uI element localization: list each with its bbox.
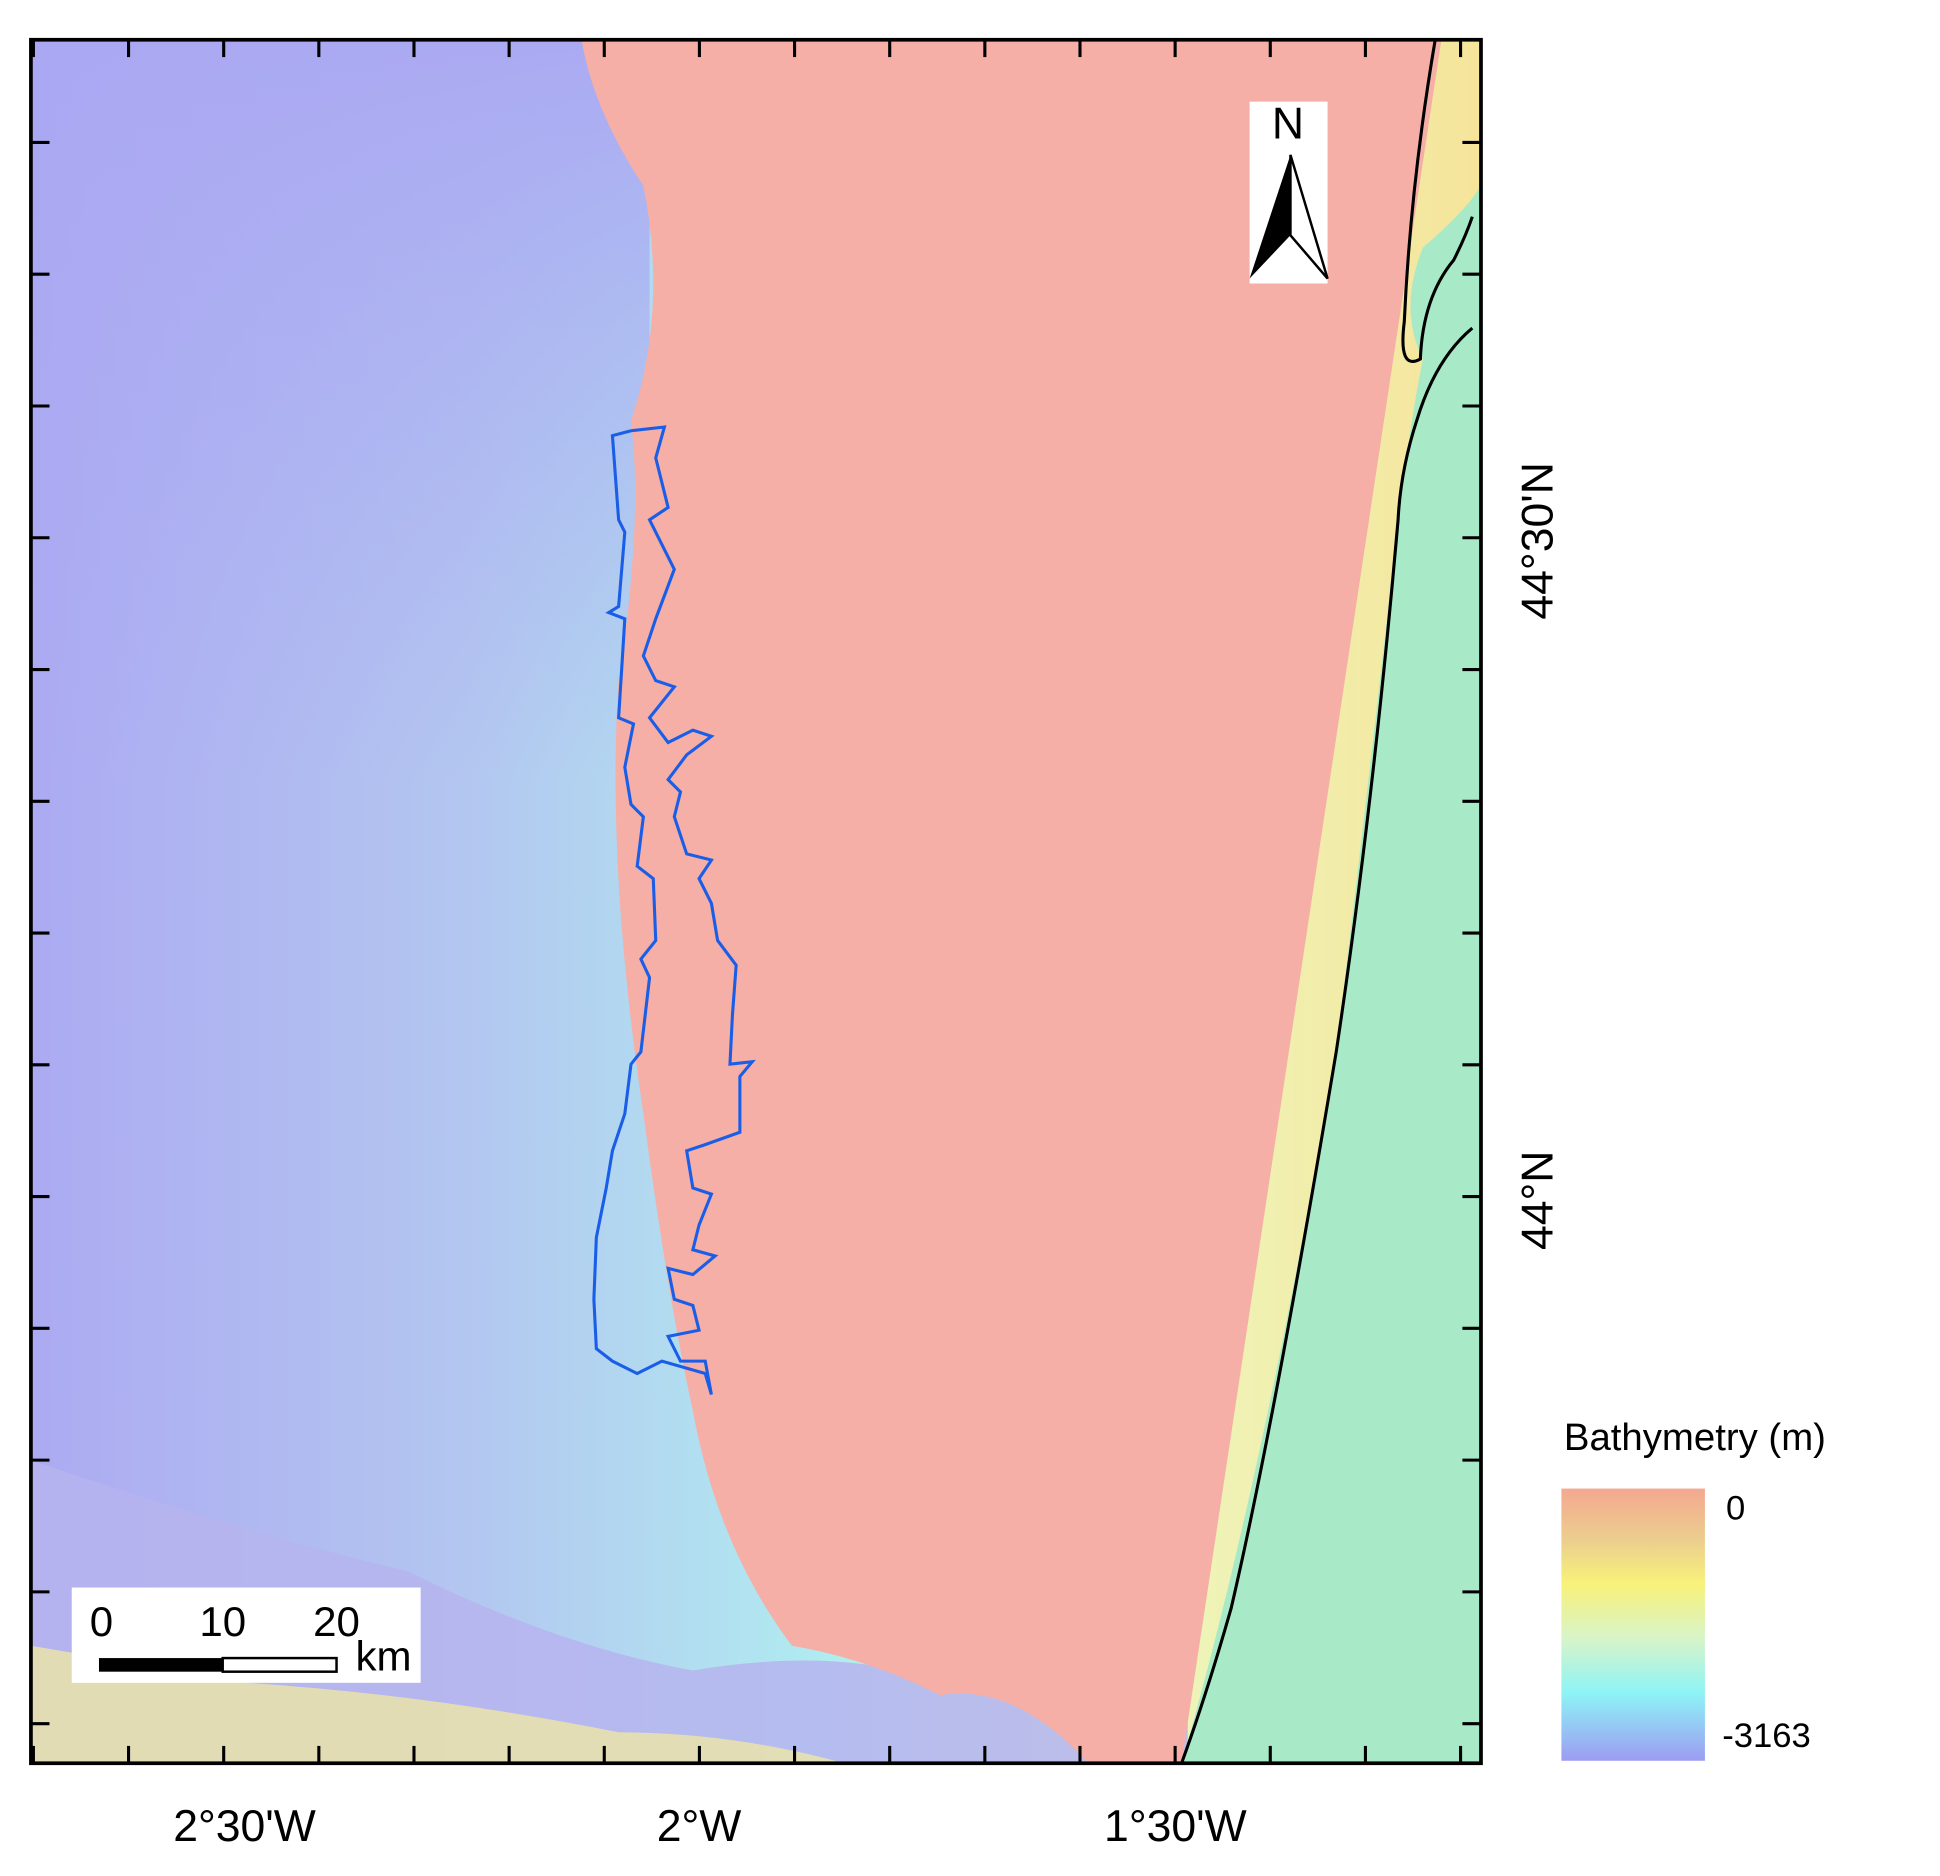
map-body	[30, 39, 1481, 1764]
continental-shelf	[581, 39, 1442, 1764]
coastline	[1180, 39, 1474, 1764]
north-arrow-left	[1249, 154, 1291, 279]
land	[1181, 39, 1481, 1764]
north-arrow-right	[1289, 154, 1329, 280]
canyon	[30, 1460, 1188, 1764]
scale-bar-dark	[98, 1658, 223, 1672]
legend-title: Bathymetry (m)	[1564, 1416, 1826, 1459]
abyssal-area	[30, 39, 650, 783]
north-label: N	[1272, 100, 1304, 149]
x-label: 2°30'W	[173, 1802, 316, 1851]
scale-tick: 0	[90, 1598, 113, 1645]
frame-ticks	[30, 39, 1481, 1764]
scale-tick: 20	[313, 1598, 360, 1645]
map-frame	[29, 37, 1483, 1766]
y-label: 44°30'N	[1514, 462, 1563, 620]
legend-min: -3163	[1722, 1717, 1811, 1755]
shelf-south	[30, 1645, 845, 1764]
legend-max: 0	[1726, 1490, 1745, 1528]
survey-outline	[592, 425, 756, 1395]
legend-ramp	[1561, 1488, 1705, 1761]
x-label: 1°30'W	[1104, 1802, 1247, 1851]
y-label: 44°N	[1514, 1151, 1563, 1251]
scale-unit: km	[356, 1632, 412, 1679]
scale-bar-light	[221, 1656, 338, 1673]
scale-tick: 10	[199, 1598, 246, 1645]
x-label: 2°W	[657, 1802, 742, 1851]
